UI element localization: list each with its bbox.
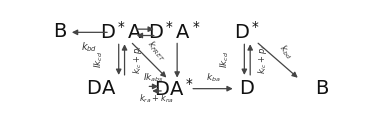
Text: $Ik_{cd}$: $Ik_{cd}$ — [92, 51, 104, 68]
Text: $\mathrm{B}$: $\mathrm{B}$ — [53, 23, 67, 41]
Text: $Ik_{cd}$: $Ik_{cd}$ — [219, 51, 231, 68]
Text: $\mathrm{B}$: $\mathrm{B}$ — [315, 80, 329, 98]
Text: $k_{ra}+k_{na}$: $k_{ra}+k_{na}$ — [139, 93, 174, 105]
Text: $\mathrm{DA^*}$: $\mathrm{DA^*}$ — [155, 78, 194, 100]
Text: $k_{ic}+p_i$: $k_{ic}+p_i$ — [130, 45, 144, 74]
Text: $k_{FRET}$: $k_{FRET}$ — [144, 38, 169, 64]
Text: $\mathrm{D^*A^*}$: $\mathrm{D^*A^*}$ — [148, 21, 201, 43]
Text: $k_{bd}$: $k_{bd}$ — [81, 40, 98, 54]
Text: $k_{ba}$: $k_{ba}$ — [206, 72, 221, 84]
Text: $\mathrm{D^*}$: $\mathrm{D^*}$ — [234, 21, 261, 43]
Text: $Ik_{abs}$: $Ik_{abs}$ — [143, 72, 164, 84]
Text: $\mathrm{D}$: $\mathrm{D}$ — [239, 80, 255, 98]
Text: $k_{bd}$: $k_{bd}$ — [276, 42, 295, 61]
Text: $\mathrm{D^*A}$: $\mathrm{D^*A}$ — [100, 21, 143, 43]
Text: $\mathrm{DA}$: $\mathrm{DA}$ — [86, 80, 116, 98]
Text: $k_{ic}+p_i$: $k_{ic}+p_i$ — [256, 45, 269, 74]
